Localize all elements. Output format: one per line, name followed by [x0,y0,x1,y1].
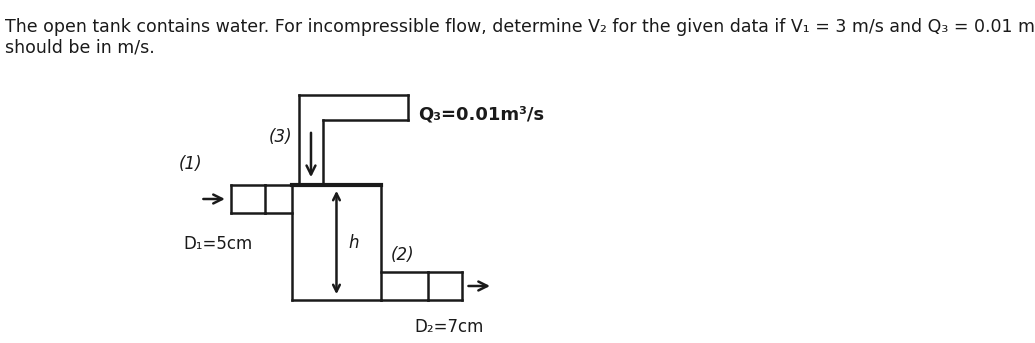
Text: h: h [349,234,359,251]
Text: The open tank contains water. For incompressible flow, determine V₂ for the give: The open tank contains water. For incomp… [5,18,1035,36]
Text: D₂=7cm: D₂=7cm [414,318,483,336]
Text: Q₃=0.01m³/s: Q₃=0.01m³/s [418,106,544,124]
Text: (2): (2) [391,246,414,264]
Text: D₁=5cm: D₁=5cm [183,235,253,253]
Text: should be in m/s.: should be in m/s. [5,38,155,56]
Text: (1): (1) [178,155,202,173]
Text: (3): (3) [269,128,292,146]
